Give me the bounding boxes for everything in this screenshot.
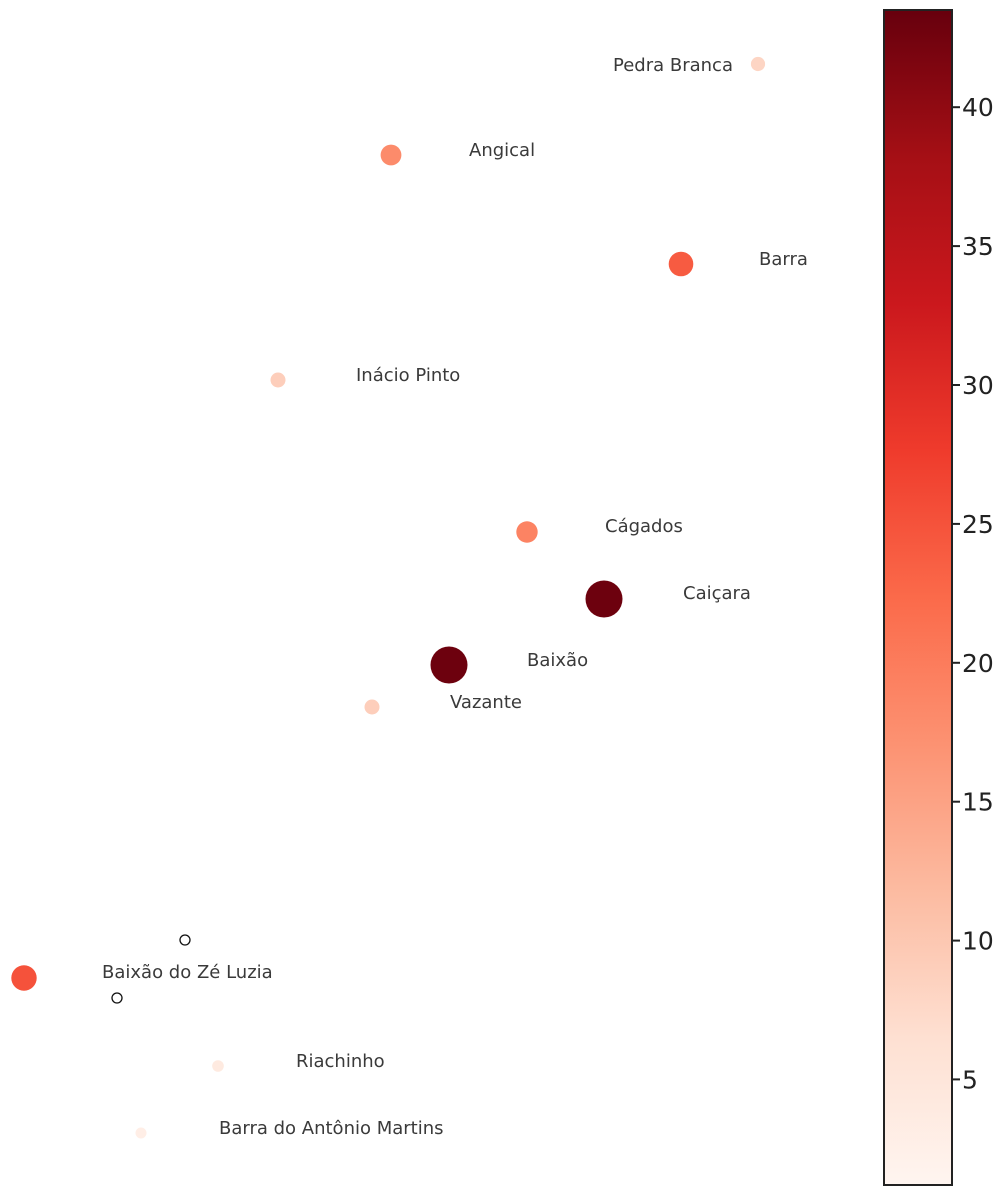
colorbar-tick-label-40: 40 bbox=[962, 93, 994, 122]
colorbar-tick-label-15: 15 bbox=[962, 788, 994, 817]
colorbar-tick-label-20: 20 bbox=[962, 649, 994, 678]
colorbar-tick-label-10: 10 bbox=[962, 927, 994, 956]
point-baixao bbox=[430, 646, 468, 684]
point-baixao-do-ze-luzia bbox=[11, 965, 37, 991]
point-angical bbox=[380, 144, 402, 166]
label-baixao: Baixão bbox=[527, 650, 588, 671]
colorbar-gradient bbox=[883, 9, 953, 1186]
point-cagados bbox=[516, 521, 538, 543]
circle-marker-1 bbox=[179, 934, 191, 946]
colorbar-ticks: 5 10 15 20 25 30 35 40 bbox=[952, 93, 994, 1094]
label-baixao-do-ze-luzia: Baixão do Zé Luzia bbox=[102, 962, 273, 983]
label-barra-do-antonio-martins: Barra do Antônio Martins bbox=[219, 1118, 444, 1139]
label-angical: Angical bbox=[469, 140, 535, 161]
colorbar-tick-label-5: 5 bbox=[962, 1065, 978, 1094]
colorbar: 5 10 15 20 25 30 35 40 bbox=[883, 9, 994, 1186]
point-inacio-pinto bbox=[270, 372, 286, 388]
label-pedra-branca: Pedra Branca bbox=[613, 55, 733, 76]
point-caicara bbox=[585, 580, 623, 618]
label-vazante: Vazante bbox=[450, 692, 522, 713]
colorbar-tick-label-25: 25 bbox=[962, 510, 994, 539]
label-inacio-pinto: Inácio Pinto bbox=[356, 365, 460, 386]
label-cagados: Cágados bbox=[605, 516, 683, 537]
markers-layer bbox=[111, 934, 191, 1004]
label-caicara: Caiçara bbox=[683, 583, 751, 604]
point-vazante bbox=[364, 699, 380, 715]
point-barra bbox=[668, 251, 694, 277]
label-barra: Barra bbox=[759, 249, 808, 270]
point-riachinho bbox=[212, 1060, 224, 1072]
labels-layer: Pedra Branca Angical Barra Inácio Pinto Cága… bbox=[102, 55, 808, 1139]
label-riachinho: Riachinho bbox=[296, 1051, 385, 1072]
circle-marker-2 bbox=[111, 992, 123, 1004]
point-barra-do-antonio-martins bbox=[135, 1127, 147, 1139]
points-layer bbox=[11, 56, 766, 1139]
point-pedra-branca bbox=[750, 56, 766, 72]
colorbar-tick-label-30: 30 bbox=[962, 371, 994, 400]
colorbar-tick-label-35: 35 bbox=[962, 232, 994, 261]
